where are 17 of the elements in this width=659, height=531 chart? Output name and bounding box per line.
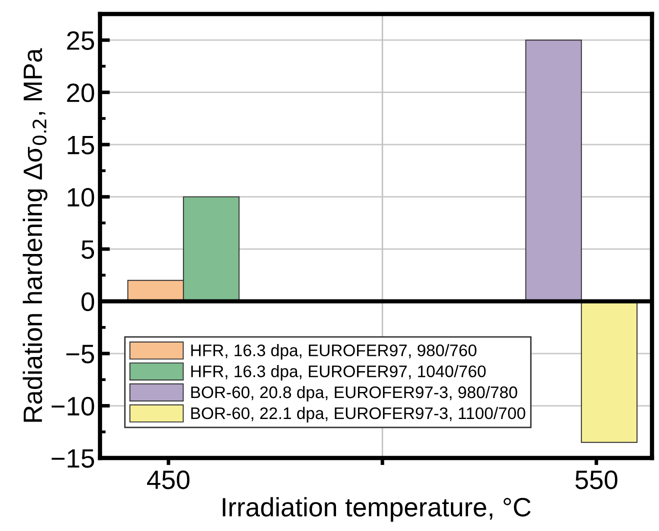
legend-label: BOR-60, 22.1 dpa, EUROFER97-3, 1100/700 (191, 406, 526, 422)
x-tick-label: 550 (575, 470, 618, 490)
y-tick-label: 20 (67, 83, 94, 102)
y-tick-label: −15 (52, 449, 94, 468)
y-tick-label: −5 (66, 344, 94, 364)
y-tick-label: 25 (67, 31, 94, 50)
x-axis-title: Irradiation temperature, °C (222, 497, 531, 522)
y-tick-label: 15 (68, 136, 94, 154)
legend-label: HFR, 16.3 dpa, EUROFER97, 980/760 (191, 344, 476, 360)
y-tick-label: 0 (81, 292, 94, 312)
y-tick-label: −10 (52, 396, 94, 416)
y-tick-label: 10 (68, 188, 94, 207)
legend-label: HFR, 16.3 dpa, EUROFER97, 1040/760 (191, 365, 486, 381)
legend-label: BOR-60, 20.8 dpa, EUROFER97-3, 980/780 (191, 386, 518, 402)
x-tick-label: 450 (147, 470, 190, 490)
y-tick-label: 5 (82, 240, 94, 259)
y-axis-title: Radiation hardening Δσ$_{0.2}$, MPa (22, 48, 48, 422)
